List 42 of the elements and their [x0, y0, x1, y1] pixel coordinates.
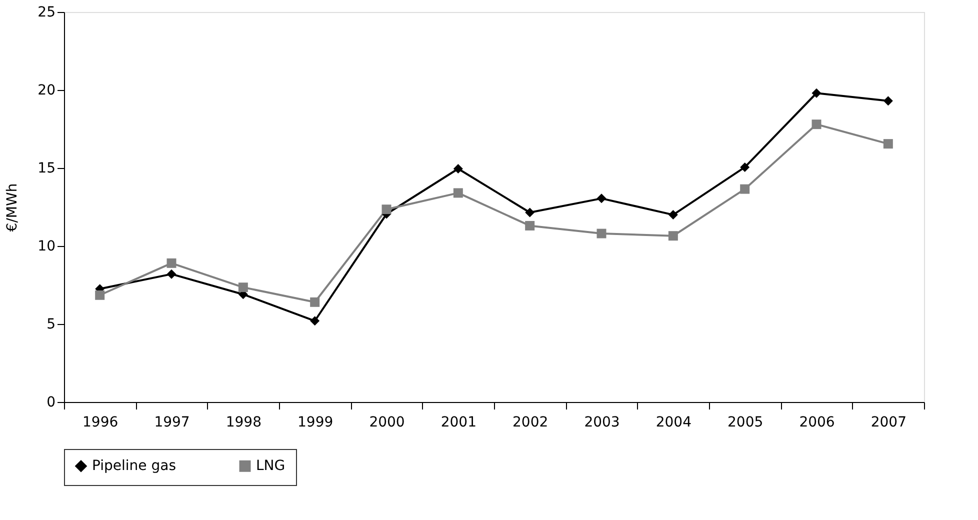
- point: [453, 164, 463, 174]
- y-axis-title: €/MWh: [4, 183, 21, 232]
- y-tick-label: 0: [46, 394, 56, 410]
- point: [310, 297, 320, 307]
- point: [883, 139, 893, 149]
- point: [883, 96, 893, 106]
- legend-label: Pipeline gas: [92, 458, 176, 474]
- point: [238, 282, 248, 292]
- point: [525, 208, 535, 218]
- point: [382, 204, 392, 214]
- x-tick-label: 2002: [512, 414, 548, 430]
- point: [668, 210, 678, 220]
- point: [668, 231, 678, 241]
- x-tick-label: 2007: [870, 414, 906, 430]
- point: [596, 228, 606, 238]
- point: [812, 120, 822, 130]
- x-tick-label: 2005: [728, 414, 764, 430]
- point: [740, 162, 750, 172]
- x-tick-label: 1996: [82, 414, 118, 430]
- y-tick-label: 15: [38, 160, 56, 176]
- x-tick-label: 2003: [584, 414, 620, 430]
- x-tick-label: 1999: [298, 414, 334, 430]
- x-tick-label: 2006: [799, 414, 835, 430]
- y-tick-label: 10: [38, 238, 56, 254]
- y-tick-label: 25: [38, 4, 56, 20]
- point: [453, 188, 463, 198]
- point: [310, 316, 320, 326]
- x-tick-label: 2000: [369, 414, 405, 430]
- x-tick-label: 2001: [440, 414, 476, 430]
- x-tick-label: 1997: [154, 414, 190, 430]
- point: [812, 88, 822, 98]
- point: [525, 220, 535, 230]
- y-tick-label: 5: [46, 316, 56, 332]
- legend-label: LNG: [256, 458, 286, 474]
- y-tick-label: 20: [38, 82, 56, 98]
- point: [166, 258, 176, 268]
- point: [95, 290, 105, 300]
- x-tick-label: 1998: [226, 414, 262, 430]
- point: [166, 269, 176, 279]
- x-tick-label: 2004: [656, 414, 692, 430]
- point: [740, 184, 750, 194]
- point: [596, 194, 606, 204]
